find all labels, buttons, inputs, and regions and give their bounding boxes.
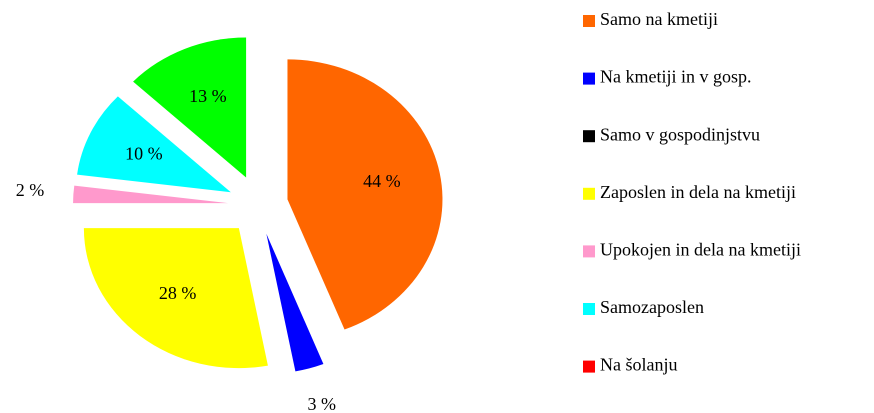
legend-label: Samozaposlen xyxy=(600,297,704,317)
legend-label: Zaposlen in dela na kmetiji xyxy=(600,182,796,202)
legend-swatch xyxy=(583,245,595,258)
legend-swatch xyxy=(583,303,595,315)
pie-slice xyxy=(83,228,268,369)
pie-slice xyxy=(77,96,231,193)
legend-label: Samo v gospodinjstvu xyxy=(600,124,760,144)
legend-swatch xyxy=(583,187,595,200)
pie-slice xyxy=(73,185,229,204)
legend-swatch xyxy=(583,130,595,143)
data-label: 3 % xyxy=(307,394,336,413)
data-label: 2 % xyxy=(16,180,45,200)
legend-label: Na šolanju xyxy=(600,355,677,375)
legend-label: Upokojen in dela na kmetiji xyxy=(600,240,801,260)
legend-label: Na kmetiji in v gosp. xyxy=(600,67,752,87)
pie-slice xyxy=(133,37,247,178)
legend-swatch xyxy=(583,360,595,373)
data-label: 44 % xyxy=(363,171,401,191)
data-label: 28 % xyxy=(159,283,197,303)
pie-slice xyxy=(287,59,443,330)
data-label: 13 % xyxy=(189,86,227,106)
legend-swatch xyxy=(583,72,595,85)
legend-swatch xyxy=(583,15,595,27)
data-label: 10 % xyxy=(125,143,163,163)
pie-slice xyxy=(266,233,324,372)
legend-label: Samo na kmetiji xyxy=(600,9,718,29)
